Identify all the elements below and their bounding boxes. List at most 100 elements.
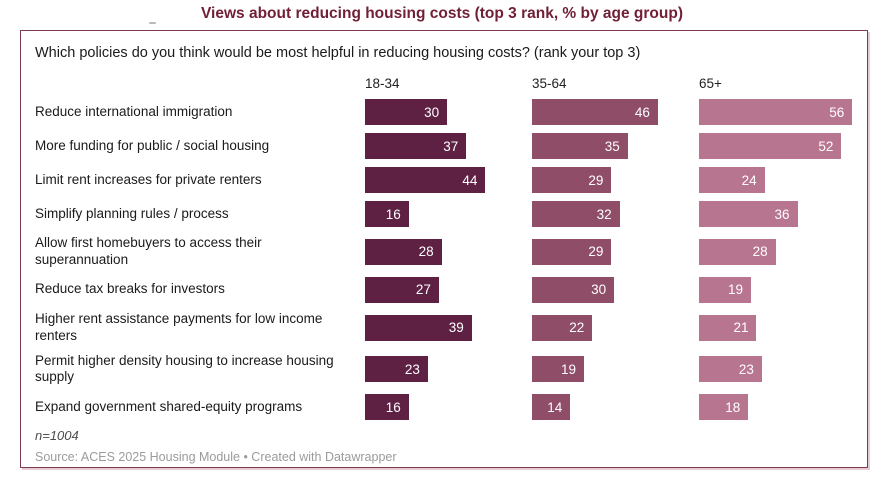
- value-label: 21: [733, 320, 749, 336]
- chart-subtitle: Which policies do you think would be mos…: [35, 45, 641, 61]
- bar: 52: [699, 133, 842, 159]
- bar: 27: [365, 276, 439, 303]
- chart-row: Expand government shared-equity programs…: [35, 394, 867, 421]
- bar-cell: 29: [532, 167, 699, 193]
- age-group-header: 65+: [699, 76, 722, 91]
- bar-cell: 44: [365, 167, 532, 193]
- bar-cell: 39: [365, 314, 532, 341]
- bar-cell: 21: [699, 314, 866, 341]
- bar-cell: 16: [365, 394, 532, 421]
- bar-cell: 35: [532, 133, 699, 159]
- bar: 21: [699, 314, 757, 341]
- column-header-row: 18-34 35-64 65+: [35, 75, 867, 93]
- value-label: 27: [415, 282, 431, 298]
- bar-cell: 24: [699, 167, 866, 193]
- bar: 16: [365, 394, 409, 421]
- bar: 22: [532, 314, 593, 341]
- bar-cell: 27: [365, 276, 532, 303]
- source-line: Source: ACES 2025 Housing Module • Creat…: [35, 450, 397, 465]
- bar: 18: [699, 394, 749, 421]
- bar-cell: 22: [532, 314, 699, 341]
- bar-cell: 32: [532, 201, 699, 227]
- value-label: 14: [547, 399, 563, 415]
- value-label: 52: [818, 138, 834, 154]
- value-label: 35: [604, 138, 620, 154]
- chart-row: Higher rent assistance payments for low …: [35, 311, 867, 345]
- bar-cell: 30: [532, 276, 699, 303]
- category-label: Expand government shared-equity programs: [35, 398, 303, 414]
- value-label: 22: [569, 320, 585, 336]
- bar-cell: 37: [365, 133, 532, 159]
- bar-chart: 18-34 35-64 65+ Reduce international immigr…: [35, 75, 867, 428]
- value-label: 24: [741, 172, 757, 188]
- bar-cell: 30: [365, 99, 532, 125]
- bar: 39: [365, 314, 472, 341]
- bar: 29: [532, 167, 612, 193]
- chart-row: Limit rent increases for private renters…: [35, 167, 867, 193]
- bar: 23: [365, 356, 428, 383]
- value-label: 29: [588, 244, 604, 260]
- bar: 28: [365, 238, 442, 265]
- value-label: 46: [634, 104, 650, 120]
- category-label: Allow first homebuyers to access their s…: [35, 235, 262, 267]
- bar: 24: [699, 167, 765, 193]
- value-label: 18: [725, 399, 741, 415]
- stray-mark: [149, 22, 156, 24]
- value-label: 44: [462, 172, 478, 188]
- category-label: Higher rent assistance payments for low …: [35, 310, 323, 343]
- value-label: 39: [448, 320, 464, 336]
- value-label: 23: [404, 361, 420, 377]
- category-label: Reduce tax breaks for investors: [35, 281, 225, 297]
- value-label: 19: [727, 282, 744, 298]
- bar: 16: [365, 201, 409, 227]
- bar: 30: [532, 276, 615, 303]
- bar: 46: [532, 99, 658, 125]
- bar: 35: [532, 133, 628, 159]
- bar: 32: [532, 201, 620, 227]
- value-label: 37: [443, 138, 459, 154]
- bar: 23: [699, 356, 762, 383]
- age-group-header: 35-64: [532, 76, 567, 91]
- value-label: 56: [829, 104, 845, 120]
- bar-cell: 46: [532, 99, 699, 125]
- chart-container: Which policies do you think would be mos…: [20, 30, 868, 468]
- bar-cell: 28: [699, 238, 866, 265]
- bar: 56: [699, 99, 853, 125]
- value-label: 36: [774, 206, 790, 222]
- bar-cell: 19: [532, 356, 699, 383]
- chart-row: More funding for public / social housing…: [35, 133, 867, 159]
- bar: 19: [699, 276, 752, 303]
- bar: 30: [365, 99, 448, 125]
- value-label: 19: [560, 361, 577, 377]
- bar-cell: 18: [699, 394, 866, 421]
- bar-cell: 56: [699, 99, 866, 125]
- bar-cell: 14: [532, 394, 699, 421]
- bar-cell: 19: [699, 276, 866, 303]
- bar: 14: [532, 394, 571, 421]
- category-label: Simplify planning rules / process: [35, 205, 229, 221]
- bar-cell: 16: [365, 201, 532, 227]
- value-label: 30: [424, 104, 440, 120]
- value-label: 29: [588, 172, 604, 188]
- value-label: 23: [738, 361, 754, 377]
- bar-cell: 23: [699, 356, 866, 383]
- value-label: 32: [596, 206, 612, 222]
- chart-footer: n=1004 Source: ACES 2025 Housing Module …: [35, 428, 867, 464]
- bar-cell: 52: [699, 133, 866, 159]
- value-label: 28: [752, 244, 768, 260]
- value-label: 28: [418, 244, 434, 260]
- value-label: 16: [385, 399, 401, 415]
- footnote: n=1004: [35, 428, 79, 444]
- chart-row: Allow first homebuyers to access their s…: [35, 235, 867, 269]
- value-label: 30: [591, 282, 607, 298]
- bar-cell: 36: [699, 201, 866, 227]
- bar-cell: 23: [365, 356, 532, 383]
- age-group-header: 18-34: [365, 76, 400, 91]
- bar: 37: [365, 133, 467, 159]
- chart-row: Simplify planning rules / process 16 32 36: [35, 201, 867, 227]
- bar-cell: 28: [365, 238, 532, 265]
- bar-cell: 29: [532, 238, 699, 265]
- chart-row: Reduce tax breaks for investors 27 30 19: [35, 276, 867, 303]
- category-label: Limit rent increases for private renters: [35, 171, 262, 187]
- bar: 29: [532, 238, 612, 265]
